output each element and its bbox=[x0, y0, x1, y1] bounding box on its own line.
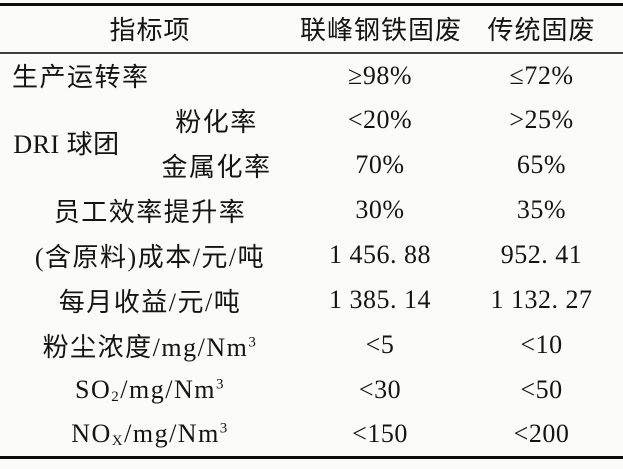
row-label: NOX/mg/Nm3 bbox=[0, 413, 300, 458]
row-label: 生产运转率 bbox=[12, 63, 150, 92]
cell-value: ≤72% bbox=[509, 60, 574, 90]
row-label: 员工效率提升率 bbox=[53, 197, 247, 227]
cell-value: 70% bbox=[355, 150, 405, 179]
cell-value: 952. 41 bbox=[500, 240, 583, 269]
cell-value: 1 132. 27 bbox=[490, 285, 593, 314]
table-row-so2: SO2/mg/Nm3 <30 <50 bbox=[0, 368, 623, 413]
table-row-nox: NOX/mg/Nm3 <150 <200 bbox=[0, 413, 623, 458]
cell-value: <10 bbox=[520, 330, 563, 359]
cell-value: 1 385. 14 bbox=[329, 285, 432, 314]
label-superscript: 3 bbox=[219, 420, 229, 437]
label-text: 粉尘浓度/mg/Nm bbox=[42, 332, 249, 362]
cell-value: <30 bbox=[358, 375, 402, 404]
cell-value: 35% bbox=[516, 195, 567, 224]
row-label: 每月收益/元/吨 bbox=[58, 287, 242, 317]
row-label: 金属化率 bbox=[161, 152, 272, 182]
paper-table-container: 指标项 联峰钢铁固废 传统固废 生产运转率 ≥98% ≤72% DRI 球团 粉… bbox=[0, 3, 623, 459]
label-text: /mg/Nm bbox=[124, 419, 220, 449]
row-label: 粉尘浓度/mg/Nm3 bbox=[0, 323, 300, 368]
table-row-dri-pulverization: DRI 球团 粉化率 <20% >25% bbox=[0, 98, 623, 159]
cell-value: 1 456. 88 bbox=[329, 240, 432, 269]
cell-value: 30% bbox=[355, 195, 405, 224]
cell-value: ≥98% bbox=[348, 60, 412, 90]
comparison-table: 指标项 联峰钢铁固废 传统固废 生产运转率 ≥98% ≤72% DRI 球团 粉… bbox=[0, 3, 623, 459]
cell-value: <20% bbox=[347, 105, 413, 134]
label-subscript: 2 bbox=[111, 389, 121, 405]
table-row-staff-efficiency: 员工效率提升率 30% 35% bbox=[0, 188, 623, 233]
table-row-dust-concentration: 粉尘浓度/mg/Nm3 <5 <10 bbox=[0, 323, 623, 368]
label-superscript: 3 bbox=[248, 333, 258, 350]
header-indicator-item: 指标项 bbox=[109, 16, 191, 46]
table-row-production-rate: 生产运转率 ≥98% ≤72% bbox=[0, 53, 623, 98]
label-superscript: 3 bbox=[215, 376, 225, 393]
cell-value: <50 bbox=[520, 375, 563, 404]
cell-value: 65% bbox=[516, 150, 567, 179]
row-label: 粉化率 bbox=[175, 107, 258, 137]
label-subscript: X bbox=[111, 433, 125, 450]
row-label: (含原料)成本/元/吨 bbox=[34, 242, 266, 272]
row-label: SO2/mg/Nm3 bbox=[0, 368, 300, 413]
label-text: /mg/Nm bbox=[120, 375, 216, 404]
cell-value: >25% bbox=[509, 105, 574, 134]
header-traditional-solid-waste: 传统固废 bbox=[487, 16, 596, 46]
table-row-monthly-income: 每月收益/元/吨 1 385. 14 1 132. 27 bbox=[0, 278, 623, 323]
label-text: SO bbox=[75, 375, 112, 404]
header-lianfeng-steel-solid-waste: 联峰钢铁固废 bbox=[300, 16, 463, 46]
table-row-dri-metallization: 金属化率 70% 65% bbox=[0, 143, 623, 188]
cell-value: <200 bbox=[513, 419, 570, 449]
cell-value: <5 bbox=[365, 330, 395, 359]
table-row-cost: (含原料)成本/元/吨 1 456. 88 952. 41 bbox=[0, 233, 623, 278]
label-text: NO bbox=[71, 419, 112, 449]
cell-value: <150 bbox=[352, 419, 408, 449]
header-row: 指标项 联峰钢铁固废 传统固废 bbox=[0, 5, 623, 53]
group-label-dri-pellet: DRI 球团 bbox=[13, 130, 120, 159]
